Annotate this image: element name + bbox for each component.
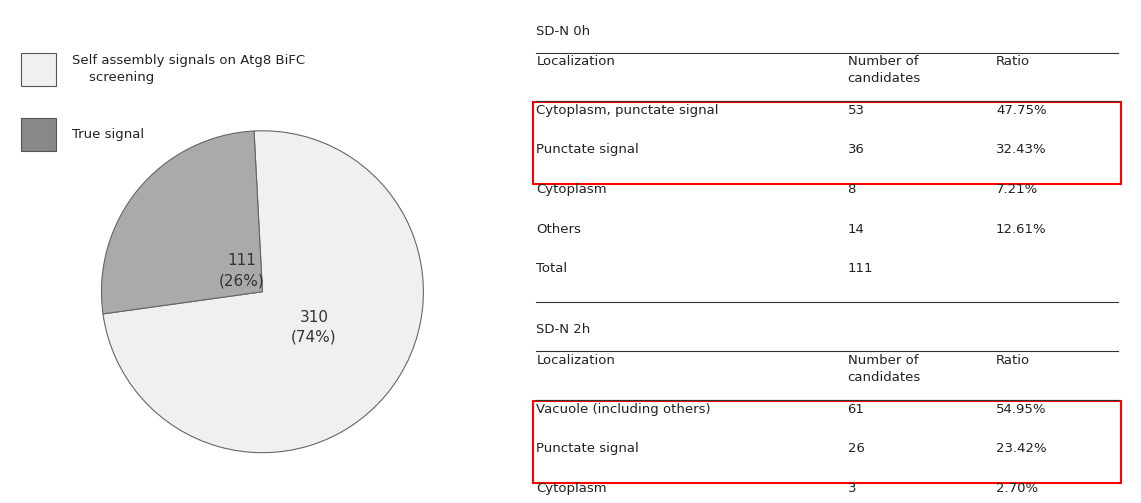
Text: 7.21%: 7.21% <box>996 183 1038 196</box>
Text: 23.42%: 23.42% <box>996 442 1046 455</box>
Text: SD-N 0h: SD-N 0h <box>536 25 590 38</box>
Text: 14: 14 <box>848 222 865 235</box>
Text: 2.70%: 2.70% <box>996 482 1038 495</box>
Text: Cytoplasm, punctate signal: Cytoplasm, punctate signal <box>536 104 719 117</box>
Text: Localization: Localization <box>536 55 615 68</box>
Text: 53: 53 <box>848 104 865 117</box>
Text: Number of
candidates: Number of candidates <box>848 354 921 384</box>
Text: Total: Total <box>536 262 567 275</box>
Text: Ratio: Ratio <box>996 55 1030 68</box>
Text: Localization: Localization <box>536 354 615 367</box>
Text: Punctate signal: Punctate signal <box>536 143 639 156</box>
Text: Cytoplasm: Cytoplasm <box>536 482 607 495</box>
Wedge shape <box>103 131 423 453</box>
Text: 111: 111 <box>848 262 873 275</box>
Text: 36: 36 <box>848 143 865 156</box>
Text: SD-N 2h: SD-N 2h <box>536 323 591 337</box>
FancyBboxPatch shape <box>21 53 57 86</box>
Text: True signal: True signal <box>72 128 144 141</box>
Text: 32.43%: 32.43% <box>996 143 1046 156</box>
Text: Vacuole (including others): Vacuole (including others) <box>536 402 711 415</box>
Wedge shape <box>102 131 262 314</box>
Text: Ratio: Ratio <box>996 354 1030 367</box>
FancyBboxPatch shape <box>21 118 57 151</box>
Text: Punctate signal: Punctate signal <box>536 442 639 455</box>
Text: 26: 26 <box>848 442 865 455</box>
Text: 54.95%: 54.95% <box>996 402 1046 415</box>
Text: 47.75%: 47.75% <box>996 104 1046 117</box>
Text: 111
(26%): 111 (26%) <box>219 254 265 288</box>
Text: Others: Others <box>536 222 581 235</box>
Text: 3: 3 <box>848 482 856 495</box>
Text: Number of
candidates: Number of candidates <box>848 55 921 86</box>
Text: 61: 61 <box>848 402 865 415</box>
Text: 310
(74%): 310 (74%) <box>291 310 337 345</box>
Text: Cytoplasm: Cytoplasm <box>536 183 607 196</box>
Text: 12.61%: 12.61% <box>996 222 1046 235</box>
Text: Self assembly signals on Atg8 BiFC
    screening: Self assembly signals on Atg8 BiFC scree… <box>72 54 305 84</box>
Text: 8: 8 <box>848 183 856 196</box>
